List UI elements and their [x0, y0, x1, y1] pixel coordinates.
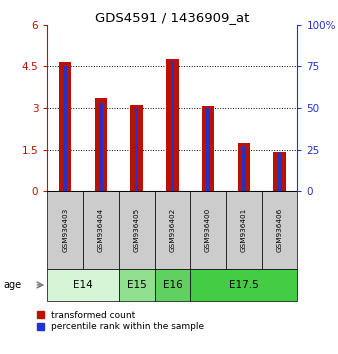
- Bar: [238, 143, 250, 191]
- Bar: [47, 269, 119, 301]
- Text: age: age: [3, 280, 22, 290]
- Bar: [262, 191, 297, 269]
- Bar: [154, 191, 190, 269]
- Text: E16: E16: [163, 280, 182, 290]
- Text: E15: E15: [127, 280, 147, 290]
- Bar: [99, 103, 103, 191]
- Bar: [64, 66, 67, 191]
- Bar: [206, 108, 210, 191]
- Bar: [83, 191, 119, 269]
- Bar: [171, 61, 174, 191]
- Title: GDS4591 / 1436909_at: GDS4591 / 1436909_at: [95, 11, 249, 24]
- Bar: [190, 191, 226, 269]
- Text: GSM936401: GSM936401: [241, 208, 247, 252]
- Bar: [190, 269, 297, 301]
- Bar: [130, 105, 143, 191]
- Text: GSM936406: GSM936406: [276, 208, 283, 252]
- Text: E17.5: E17.5: [229, 280, 259, 290]
- Bar: [154, 269, 190, 301]
- Bar: [119, 269, 154, 301]
- Bar: [47, 191, 83, 269]
- Bar: [273, 152, 286, 191]
- Legend: transformed count, percentile rank within the sample: transformed count, percentile rank withi…: [35, 309, 206, 333]
- Bar: [242, 146, 246, 191]
- Bar: [135, 108, 139, 191]
- Bar: [119, 191, 154, 269]
- Text: GSM936404: GSM936404: [98, 208, 104, 252]
- Text: GSM936400: GSM936400: [205, 208, 211, 252]
- Text: GSM936403: GSM936403: [62, 208, 68, 252]
- Bar: [95, 98, 107, 191]
- Bar: [166, 59, 178, 191]
- Text: E14: E14: [73, 280, 93, 290]
- Bar: [59, 62, 71, 191]
- Text: GSM936405: GSM936405: [134, 208, 140, 252]
- Bar: [202, 106, 214, 191]
- Bar: [278, 153, 281, 191]
- Text: GSM936402: GSM936402: [169, 208, 175, 252]
- Bar: [226, 191, 262, 269]
